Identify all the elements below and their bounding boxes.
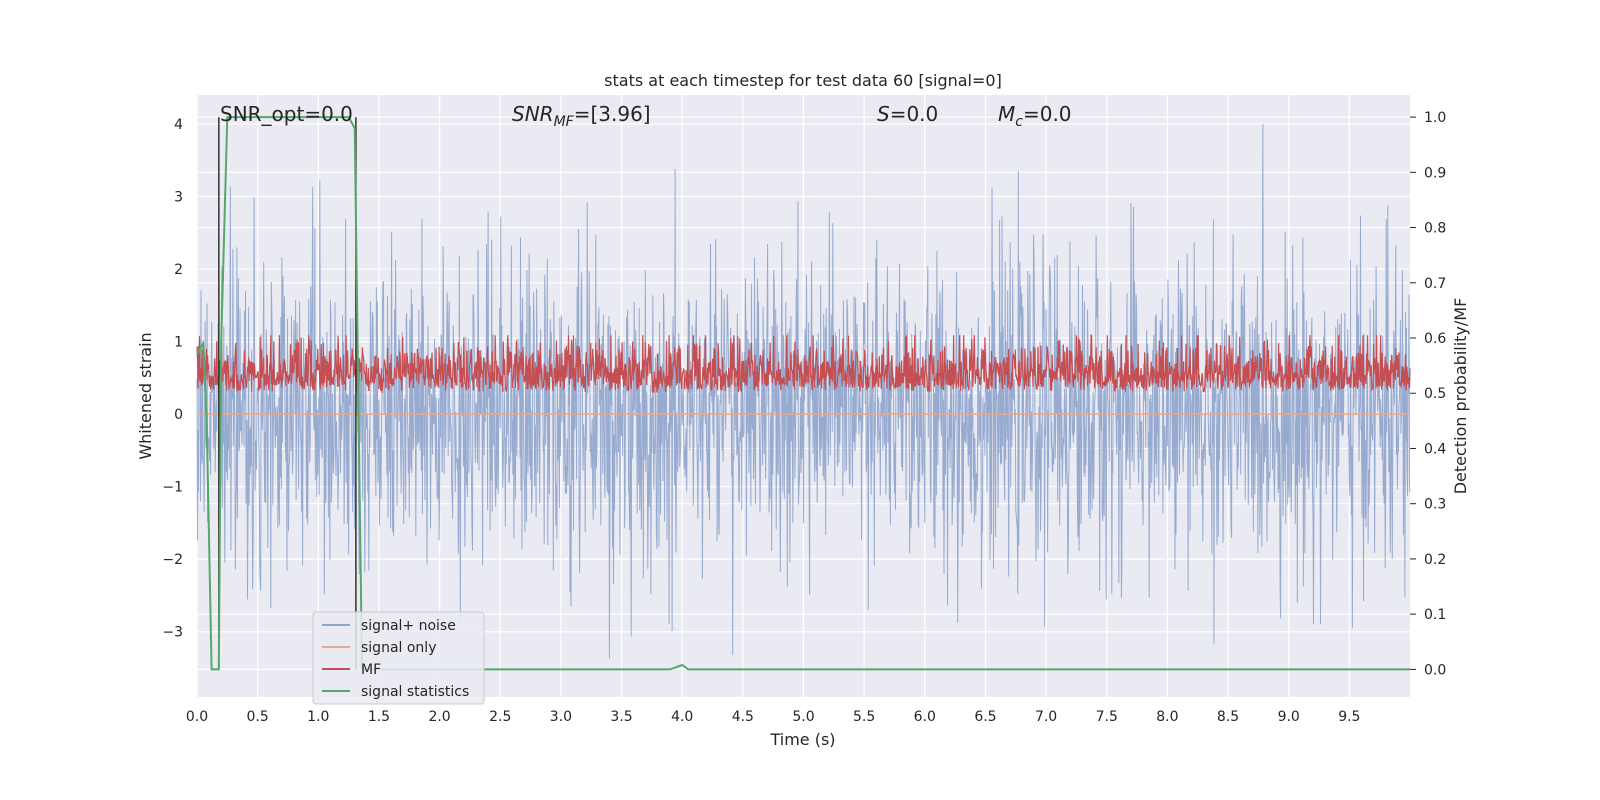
x-tick-label: 4.5 bbox=[732, 709, 754, 725]
x-tick-label: 8.5 bbox=[1217, 709, 1239, 725]
x-tick-label: 0.0 bbox=[186, 709, 208, 725]
y-right-axis-ticks: 0.0 0.1 0.2 0.3 0.4 0.5 0.6 0.7 0.8 0.9 1.0 bbox=[1410, 110, 1446, 678]
x-tick-label: 7.0 bbox=[1035, 709, 1057, 725]
x-tick-label: 8.0 bbox=[1156, 709, 1178, 725]
annotation-s-name: S bbox=[877, 102, 890, 126]
series-layer bbox=[196, 116, 1411, 671]
y-left-axis-ticks: −3 −2 −1 0 1 2 3 4 bbox=[162, 117, 183, 641]
x-tick-label: 5.5 bbox=[853, 709, 875, 725]
annotation-snr-mf: SNRMF=[3.96] bbox=[512, 102, 651, 130]
x-tick-label: 2.0 bbox=[428, 709, 450, 725]
y-left-axis-label: Whitened strain bbox=[136, 332, 155, 459]
x-tick-label: 9.0 bbox=[1278, 709, 1300, 725]
x-tick-label: 1.5 bbox=[368, 709, 390, 725]
y-right-tick-label: 0.7 bbox=[1424, 276, 1446, 292]
y-left-tick-label: 4 bbox=[174, 117, 183, 133]
y-right-axis-label: Detection probability/MF bbox=[1451, 298, 1470, 495]
legend-label-signal-only: signal only bbox=[361, 640, 436, 656]
y-right-tick-label: 1.0 bbox=[1424, 110, 1446, 126]
legend-label-signal-noise: signal+ noise bbox=[361, 618, 456, 634]
x-axis-label: Time (s) bbox=[769, 730, 835, 749]
legend-label-mf: MF bbox=[361, 662, 381, 678]
series-signal-statistics bbox=[196, 116, 1410, 671]
y-left-tick-label: −3 bbox=[162, 625, 183, 641]
x-tick-label: 3.5 bbox=[610, 709, 632, 725]
x-tick-label: 9.5 bbox=[1338, 709, 1360, 725]
x-tick-label: 7.5 bbox=[1096, 709, 1118, 725]
legend: signal+ noise signal only MF signal stat… bbox=[312, 611, 485, 705]
x-tick-label: 4.0 bbox=[671, 709, 693, 725]
legend-label-signal-statistics: signal statistics bbox=[361, 684, 469, 700]
annotation-mc: Mc=0.0 bbox=[998, 102, 1072, 130]
x-tick-label: 1.0 bbox=[307, 709, 329, 725]
y-left-tick-label: 1 bbox=[174, 335, 183, 351]
annotation-mc-sub: c bbox=[1015, 114, 1023, 130]
y-right-tick-label: 0.9 bbox=[1424, 165, 1446, 181]
x-tick-label: 2.5 bbox=[489, 709, 511, 725]
annotation-s-value: =0.0 bbox=[890, 102, 939, 126]
series-signal-noise bbox=[196, 123, 1411, 659]
series-mf bbox=[196, 334, 1411, 393]
x-tick-label: 6.0 bbox=[914, 709, 936, 725]
y-right-tick-label: 0.4 bbox=[1424, 441, 1446, 457]
x-tick-label: 6.5 bbox=[974, 709, 996, 725]
legend-box bbox=[312, 611, 485, 705]
annotation-mc-name: M bbox=[998, 102, 1015, 126]
y-right-tick-label: 0.6 bbox=[1424, 331, 1446, 347]
y-left-tick-label: 0 bbox=[174, 407, 183, 423]
x-tick-label: 3.0 bbox=[550, 709, 572, 725]
annotation-s: S=0.0 bbox=[877, 102, 938, 126]
x-axis-ticks: 0.0 0.5 1.0 1.5 2.0 2.5 3.0 3.5 4.0 4.5 5.0 5.5 6.0 6… bbox=[186, 709, 1361, 725]
y-left-tick-label: −1 bbox=[162, 480, 183, 496]
y-left-tick-label: 2 bbox=[174, 262, 183, 278]
annotation-mc-value: =0.0 bbox=[1023, 102, 1072, 126]
y-right-tick-label: 0.8 bbox=[1424, 221, 1446, 237]
y-right-tick-label: 0.0 bbox=[1424, 662, 1446, 678]
annotation-snr-opt: SNR_opt=0.0 bbox=[220, 102, 353, 126]
y-left-tick-label: −2 bbox=[162, 552, 183, 568]
y-right-tick-label: 0.5 bbox=[1424, 386, 1446, 402]
x-tick-label: 0.5 bbox=[247, 709, 269, 725]
annotation-snr-mf-name: SNR bbox=[512, 102, 554, 126]
annotation-snr-mf-sub: MF bbox=[554, 114, 575, 130]
y-left-tick-label: 3 bbox=[174, 190, 183, 206]
chart-title: stats at each timestep for test data 60 … bbox=[604, 71, 1002, 90]
y-right-tick-label: 0.2 bbox=[1424, 552, 1446, 568]
x-tick-label: 5.0 bbox=[792, 709, 814, 725]
y-right-tick-label: 0.3 bbox=[1424, 497, 1446, 513]
y-right-tick-label: 0.1 bbox=[1424, 607, 1446, 623]
annotation-snr-mf-value: =[3.96] bbox=[574, 102, 651, 126]
